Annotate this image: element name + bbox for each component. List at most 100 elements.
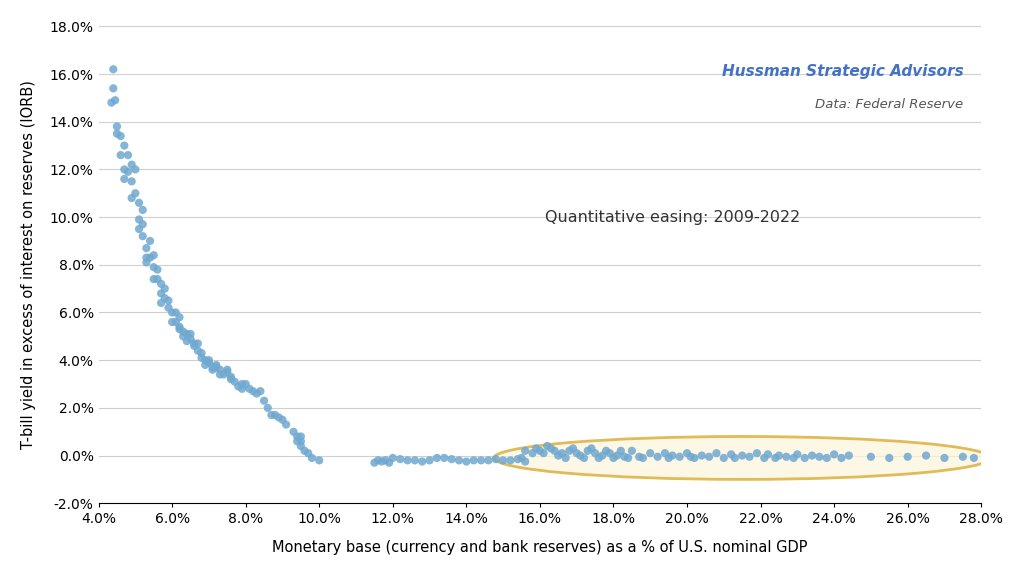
Point [138, 258, 155, 267]
Point [145, 275, 162, 284]
Point [223, 372, 240, 381]
Point [175, 332, 191, 341]
Point [918, 451, 934, 460]
Point [105, 65, 122, 74]
Point [881, 453, 897, 463]
Point [543, 444, 559, 453]
Point [124, 160, 140, 169]
Point [660, 453, 677, 463]
Point [223, 374, 240, 384]
Point [233, 380, 250, 389]
Point [609, 451, 626, 460]
Point [267, 411, 284, 420]
Point [513, 453, 529, 463]
Point [105, 84, 122, 93]
Point [370, 456, 386, 465]
Point [116, 141, 132, 150]
Ellipse shape [494, 437, 990, 479]
Point [443, 454, 460, 464]
Point [197, 361, 213, 370]
Point [495, 456, 511, 465]
Point [113, 131, 129, 141]
Point [153, 279, 169, 289]
Point [385, 453, 401, 463]
Point [568, 449, 585, 458]
Point [189, 346, 206, 355]
Point [399, 456, 416, 465]
Point [131, 198, 147, 207]
Point [381, 458, 397, 467]
Point [116, 165, 132, 174]
Point [205, 365, 221, 374]
Point [311, 456, 328, 465]
Point [797, 453, 813, 463]
Point [466, 456, 482, 465]
Point [414, 457, 430, 466]
Point [168, 308, 184, 317]
Point [624, 446, 640, 456]
Point [171, 313, 187, 322]
Point [138, 244, 155, 253]
Point [278, 420, 294, 429]
Point [293, 441, 309, 450]
Point [263, 411, 280, 420]
Point [175, 327, 191, 336]
Point [249, 389, 265, 398]
Point [561, 446, 578, 456]
Point [899, 452, 915, 461]
Point [138, 253, 155, 262]
Point [171, 324, 187, 334]
Point [584, 444, 600, 453]
Point [429, 453, 445, 463]
Point [631, 452, 647, 461]
Point [594, 451, 610, 460]
Point [304, 453, 321, 463]
Point [756, 453, 772, 463]
Point [161, 296, 177, 305]
Point [150, 275, 166, 284]
Point [153, 289, 169, 298]
Point [116, 175, 132, 184]
Point [557, 453, 573, 463]
Point [245, 386, 261, 396]
Point [665, 451, 681, 460]
Point [826, 450, 843, 459]
Point [734, 451, 751, 460]
Point [289, 437, 305, 446]
Point [642, 449, 658, 458]
Point [503, 456, 519, 465]
Point [142, 253, 159, 262]
Point [700, 452, 717, 461]
Point [686, 453, 702, 463]
Point [709, 449, 725, 458]
Text: Quantitative easing: 2009-2022: Quantitative easing: 2009-2022 [545, 210, 800, 225]
Point [293, 437, 309, 446]
Point [587, 449, 603, 458]
Point [145, 263, 162, 272]
Point [367, 458, 383, 467]
Point [649, 452, 666, 461]
Point [771, 451, 787, 460]
Point [120, 150, 136, 160]
Point [536, 449, 552, 458]
Point [451, 456, 467, 465]
Point [161, 303, 177, 312]
Point [374, 457, 390, 466]
Point [219, 365, 236, 374]
Point [741, 452, 758, 461]
Point [517, 457, 534, 466]
Point [109, 129, 125, 138]
Point [242, 384, 258, 393]
Point [473, 456, 489, 465]
Point [790, 450, 806, 459]
Point [723, 450, 739, 459]
Point [749, 449, 765, 458]
Point [605, 453, 622, 463]
Point [635, 453, 651, 463]
Point [616, 452, 633, 461]
Point [127, 189, 143, 198]
Point [716, 453, 732, 463]
Point [238, 380, 254, 389]
Point [672, 452, 688, 461]
Point [134, 219, 151, 229]
